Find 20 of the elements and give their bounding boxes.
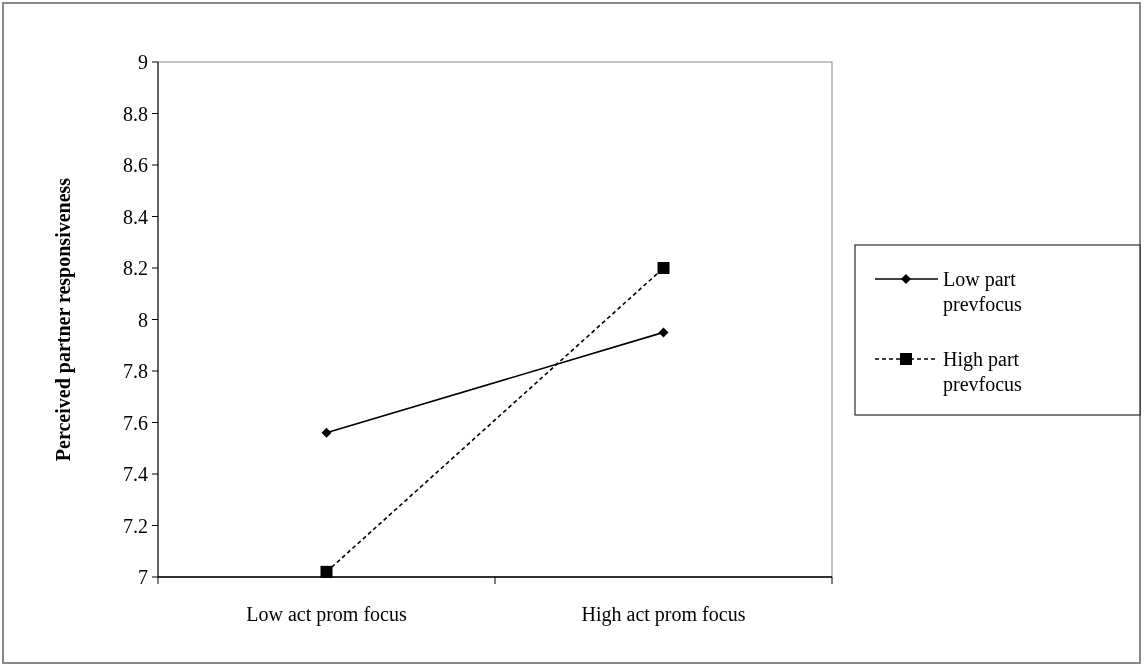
point	[657, 262, 670, 274]
y-tick-label: 7.8	[123, 360, 148, 382]
legend-label: Low part prevfocus	[943, 268, 1023, 316]
y-tick-label: 8.4	[123, 205, 148, 228]
y-tick-label: 8.2	[123, 257, 148, 279]
y-tick-label: 7.6	[123, 411, 148, 434]
y-tick-label: 7	[138, 566, 148, 588]
y-tick-label: 7.2	[123, 514, 148, 537]
x-tick-label: Low act prom focus	[246, 603, 407, 626]
y-axis-title: Perceived partner responsiveness	[52, 177, 75, 462]
x-tick-label: High act prom focus	[581, 603, 746, 626]
y-tick-label: 9	[138, 51, 148, 73]
y-tick-label: 8.6	[123, 154, 148, 176]
point	[320, 565, 333, 578]
y-tick-label: 8	[138, 308, 148, 331]
y-tick-label: 7.4	[123, 463, 148, 485]
point	[321, 427, 332, 438]
y-tick-label: 8.8	[123, 102, 148, 125]
legend-label: High part prevfocus	[943, 348, 1023, 396]
point	[658, 327, 669, 338]
